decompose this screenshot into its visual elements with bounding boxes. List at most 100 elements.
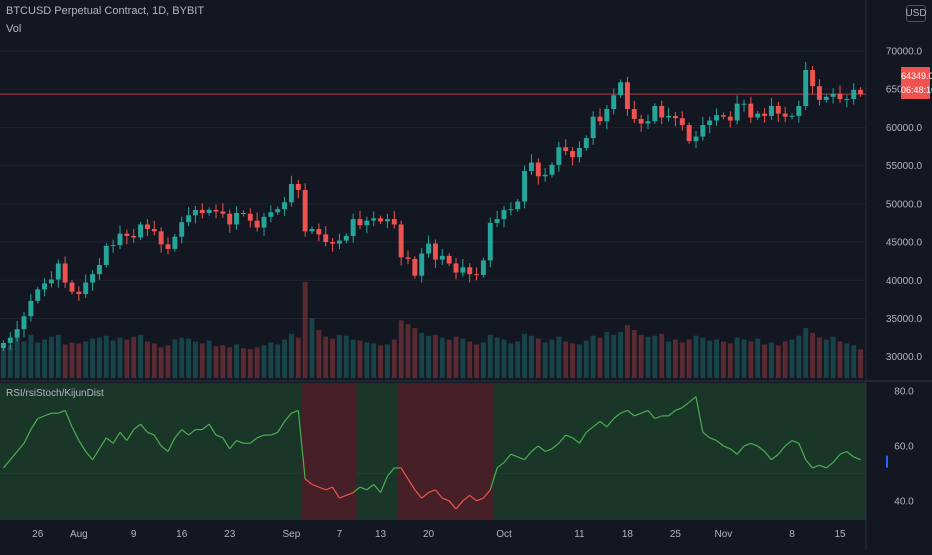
- volume-bar: [0, 349, 6, 378]
- candle-body: [302, 190, 308, 232]
- rsi-line-segment: [489, 467, 498, 491]
- rsi-line-segment: [215, 434, 224, 439]
- candle-body: [391, 219, 397, 225]
- candle-body: [76, 291, 82, 295]
- volume-bar: [672, 339, 678, 378]
- volume-bar: [535, 338, 541, 378]
- rsi-line-segment: [222, 437, 231, 450]
- volume-bar: [14, 337, 20, 378]
- volume-bar: [446, 339, 452, 378]
- rsi-line-segment: [160, 445, 169, 452]
- candle-body: [90, 274, 96, 283]
- candle-body: [501, 209, 507, 220]
- rsi-line-segment: [126, 429, 135, 441]
- candle-body: [460, 267, 466, 273]
- candle-body: [768, 105, 774, 116]
- volume-bar: [144, 341, 150, 378]
- candle-body: [254, 220, 260, 228]
- candle-body: [851, 89, 857, 100]
- candle-body: [268, 212, 274, 217]
- candle-body: [693, 136, 699, 142]
- candle-body: [110, 245, 116, 247]
- volume-bar: [90, 338, 96, 378]
- candle-body: [556, 147, 562, 165]
- candle-body: [748, 103, 754, 118]
- candle-body: [789, 115, 795, 117]
- rsi-line-segment: [359, 486, 368, 491]
- candle-body: [240, 212, 246, 214]
- rsi-line-segment: [791, 439, 800, 444]
- volume-bar: [782, 341, 788, 378]
- volume-bar: [309, 318, 315, 378]
- candle-body: [638, 118, 644, 124]
- candle-body: [14, 329, 20, 338]
- candle-body: [858, 89, 864, 95]
- rsi-line-segment: [853, 456, 861, 461]
- candle-body: [576, 148, 582, 158]
- candle-body: [357, 219, 363, 226]
- currency-button[interactable]: USD: [905, 5, 927, 22]
- time-tick-label: 7: [337, 529, 343, 540]
- rsi-line-segment: [846, 451, 855, 458]
- volume-bar: [474, 344, 480, 378]
- indicator-label[interactable]: RSI/rsiStoch/KijunDist: [6, 388, 104, 399]
- volume-bar: [816, 337, 822, 378]
- candle-body: [522, 170, 528, 202]
- rsi-line-segment: [537, 445, 546, 452]
- rsi-line-segment: [98, 437, 107, 450]
- rsi-line-segment: [78, 440, 87, 452]
- candle-body: [515, 201, 521, 210]
- candle-body: [508, 209, 514, 211]
- volume-bar: [110, 340, 116, 378]
- volume-bar: [700, 337, 706, 378]
- candle-body: [570, 151, 576, 158]
- candle-body: [158, 231, 164, 245]
- candle-body: [474, 274, 480, 276]
- volume-indicator-label[interactable]: Vol: [6, 23, 22, 35]
- rsi-line-segment: [578, 432, 587, 444]
- candle-body: [803, 70, 809, 106]
- volume-bar: [83, 341, 89, 378]
- volume-bar: [494, 337, 500, 378]
- rsi-line-segment: [181, 429, 189, 436]
- candle-body: [124, 233, 130, 236]
- candle-body: [330, 242, 336, 244]
- candle-body: [611, 95, 617, 110]
- candle-body: [323, 234, 329, 243]
- time-tick-label: 26: [32, 529, 44, 540]
- time-tick-label: 25: [670, 529, 682, 540]
- rsi-line-layer: [2, 396, 861, 510]
- volume-bar: [117, 337, 123, 378]
- candle-body: [295, 183, 301, 191]
- candle-body: [21, 316, 27, 330]
- rsi-line-segment: [716, 440, 724, 447]
- candle-body: [762, 113, 768, 116]
- volume-bar: [796, 335, 802, 378]
- candle-body: [714, 115, 720, 121]
- volume-bar: [611, 334, 617, 378]
- volume-bar: [748, 341, 754, 378]
- volume-bar: [151, 343, 157, 378]
- rsi-line-segment: [572, 437, 580, 444]
- volume-bar: [604, 331, 610, 378]
- rsi-line-segment: [585, 426, 594, 433]
- rsi-line-segment: [442, 497, 450, 502]
- candle-body: [28, 300, 34, 317]
- rsi-line-segment: [71, 426, 80, 441]
- candle-body: [96, 264, 102, 275]
- symbol-title[interactable]: BTCUSD Perpetual Contract, 1D, BYBIT: [6, 5, 205, 17]
- candle-body: [494, 219, 500, 223]
- candle-body: [234, 212, 240, 225]
- volume-bar: [240, 348, 246, 378]
- rsi-line-segment: [236, 439, 244, 444]
- volume-bar: [316, 330, 322, 378]
- volume-bar: [213, 346, 219, 378]
- volume-bar: [762, 344, 768, 378]
- rsi-line-segment: [434, 489, 443, 499]
- volume-bar: [323, 336, 329, 378]
- price-tick-label: 55000.0: [886, 161, 923, 172]
- rsi-line-segment: [764, 451, 772, 461]
- volume-bar: [371, 343, 377, 378]
